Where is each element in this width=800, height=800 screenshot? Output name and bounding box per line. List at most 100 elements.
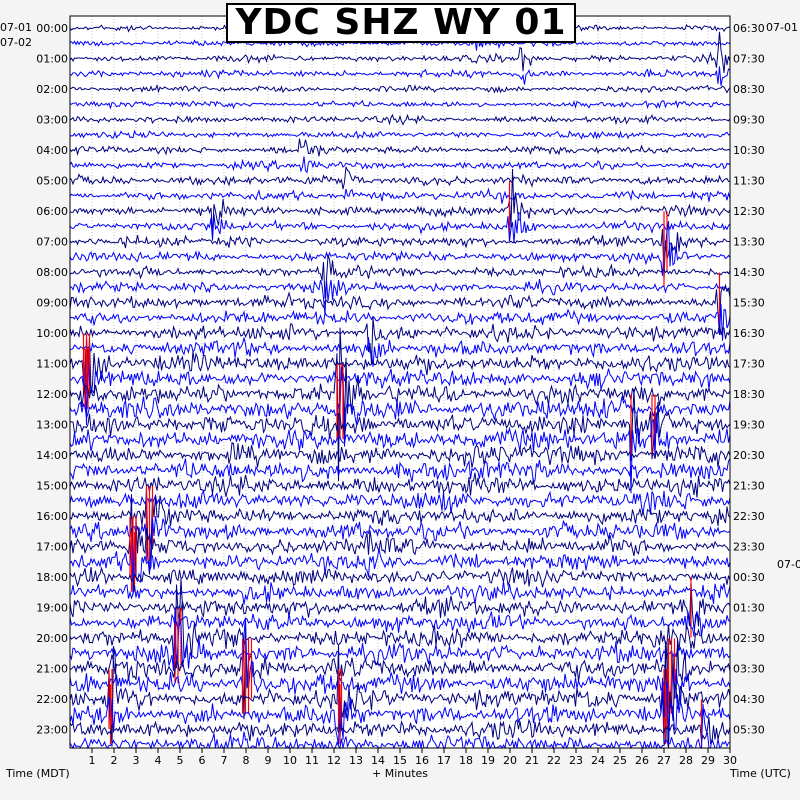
right-hour-label: 01:30 <box>733 602 765 615</box>
right-hour-label: 23:30 <box>733 541 765 554</box>
x-tick-label: 29 <box>701 754 715 767</box>
trace-5 <box>69 83 731 94</box>
y-axis-label-right: Time (UTC) <box>729 767 791 780</box>
right-hour-label: 16:30 <box>733 327 765 340</box>
x-tick-label: 5 <box>177 754 184 767</box>
x-tick-label: 1 <box>89 754 96 767</box>
trace-16 <box>69 221 731 276</box>
trace-23 <box>69 336 731 399</box>
trace-47 <box>69 717 731 745</box>
trace-2 <box>69 31 731 51</box>
right-hour-label: 08:30 <box>733 83 765 96</box>
trace-14 <box>69 211 731 244</box>
trace-33 <box>69 487 731 575</box>
right-hour-label: 10:30 <box>733 144 765 157</box>
x-tick-label: 13 <box>349 754 363 767</box>
right-hour-label: 09:30 <box>733 114 765 127</box>
right-hour-label: 05:30 <box>733 724 765 737</box>
trace-26 <box>69 366 731 447</box>
trace-19 <box>69 283 731 322</box>
x-tick-label: 11 <box>305 754 319 767</box>
trace-3 <box>69 31 731 74</box>
trace-9 <box>69 138 731 157</box>
left-hour-label: 17:00 <box>36 541 68 554</box>
left-hour-label: 04:00 <box>36 144 68 157</box>
trace-4 <box>69 66 731 86</box>
trace-46 <box>69 677 731 745</box>
x-tick-label: 30 <box>723 754 737 767</box>
trace-8 <box>69 129 731 140</box>
x-tick-label: 23 <box>569 754 583 767</box>
x-tick-label: 14 <box>371 754 385 767</box>
left-hour-label: 23:00 <box>36 724 68 737</box>
x-tick-label: 20 <box>503 754 517 767</box>
x-tick-label: 27 <box>657 754 671 767</box>
x-tick-label: 8 <box>243 754 250 767</box>
right-hour-label: 20:30 <box>733 449 765 462</box>
title-box: YDC SHZ WY 01 <box>226 3 576 43</box>
trace-11 <box>69 166 731 190</box>
left-time-labels: 00:00 01:00 02:00 03:00 04:00 05:00 06:00 07:00… <box>36 22 68 737</box>
trace-31 <box>69 472 731 498</box>
x-tick-label: 25 <box>613 754 627 767</box>
right-hour-label: 04:30 <box>733 693 765 706</box>
left-hour-label: 09:00 <box>36 297 68 310</box>
left-hour-label: 07:00 <box>36 236 68 249</box>
x-tick-label: 26 <box>635 754 649 767</box>
left-hour-label: 10:00 <box>36 327 68 340</box>
trace-10 <box>69 156 731 174</box>
right-hour-label: 18:30 <box>733 388 765 401</box>
left-hour-label: 16:00 <box>36 510 68 523</box>
trace-15 <box>69 228 730 280</box>
right-hour-label: 21:30 <box>733 480 765 493</box>
trace-30 <box>69 458 731 485</box>
x-tick-label: 7 <box>221 754 228 767</box>
left-date: 07-02 <box>0 36 32 49</box>
right-hour-label: 22:30 <box>733 510 765 523</box>
left-hour-label: 20:00 <box>36 632 68 645</box>
left-hour-label: 06:00 <box>36 205 68 218</box>
x-tick-label: 9 <box>265 754 272 767</box>
x-tick-label: 2 <box>111 754 118 767</box>
trace-29 <box>69 442 731 468</box>
x-tick-label: 19 <box>481 754 495 767</box>
right-date-prev: 07-01 <box>766 21 798 34</box>
trace-6 <box>69 99 731 110</box>
x-tick-label: 15 <box>393 754 407 767</box>
x-tick-label: 18 <box>459 754 473 767</box>
left-hour-label: 18:00 <box>36 571 68 584</box>
trace-13 <box>69 168 731 236</box>
left-hour-label: 15:00 <box>36 480 68 493</box>
x-tick-label: 16 <box>415 754 429 767</box>
x-tick-label: 6 <box>199 754 206 767</box>
x-tick-label: 28 <box>679 754 693 767</box>
left-date-prev: 07-01 <box>0 21 32 34</box>
right-hour-label: 03:30 <box>733 663 765 676</box>
left-hour-label: 03:00 <box>36 114 68 127</box>
trace-41 <box>69 578 731 675</box>
x-tick-label: 4 <box>155 754 162 767</box>
right-hour-label: 12:30 <box>733 205 765 218</box>
trace-34 <box>69 516 731 572</box>
left-hour-label: 14:00 <box>36 449 68 462</box>
trace-37 <box>69 566 731 588</box>
left-hour-label: 13:00 <box>36 419 68 432</box>
right-date-next: 07-0 <box>777 558 800 571</box>
x-tick-label: 17 <box>437 754 451 767</box>
trace-12 <box>69 187 731 204</box>
left-hour-label: 02:00 <box>36 83 68 96</box>
trace-21 <box>69 317 731 365</box>
trace-43 <box>69 627 731 749</box>
left-hour-label: 01:00 <box>36 53 68 66</box>
right-hour-label: 17:30 <box>733 358 765 371</box>
right-hour-label: 11:30 <box>733 175 765 188</box>
right-hour-label: 06:30 <box>733 22 765 35</box>
right-hour-label: 00:30 <box>733 571 765 584</box>
trace-36 <box>69 537 731 584</box>
right-hour-label: 15:30 <box>733 297 765 310</box>
left-hour-label: 19:00 <box>36 602 68 615</box>
left-hour-label: 22:00 <box>36 693 68 706</box>
trace-35 <box>69 494 731 596</box>
y-axis-label-left: Time (MDT) <box>5 767 70 780</box>
